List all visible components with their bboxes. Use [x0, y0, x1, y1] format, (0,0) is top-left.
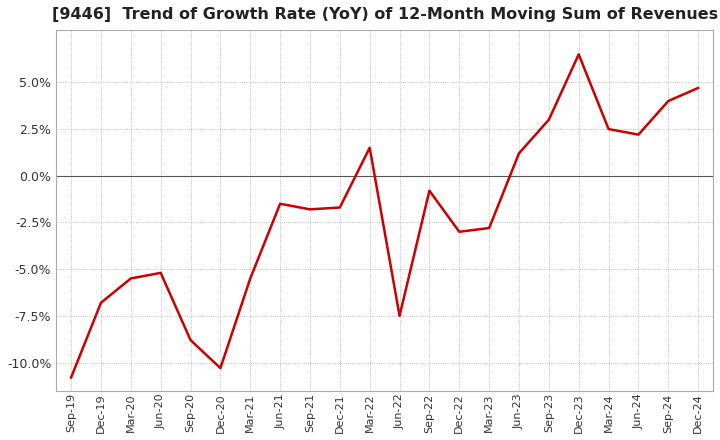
- Title: [9446]  Trend of Growth Rate (YoY) of 12-Month Moving Sum of Revenues: [9446] Trend of Growth Rate (YoY) of 12-…: [52, 7, 718, 22]
